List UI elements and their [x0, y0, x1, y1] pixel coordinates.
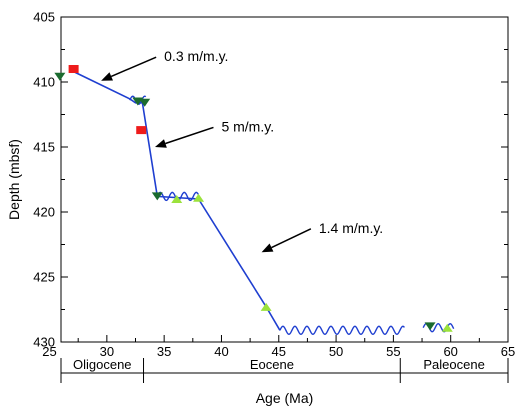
epoch-label: Eocene: [250, 357, 294, 372]
datum-triangle-up: [193, 193, 205, 202]
rate-annotation: 1.4 m/m.y.: [319, 220, 383, 236]
epoch-scale: Oligocene Eocene Paleocene: [60, 357, 509, 383]
y-tick-label: 410: [33, 75, 55, 90]
datum-square: [136, 126, 147, 135]
x-axis: 25 30 35 40 45 50 55 60 65: [42, 335, 515, 359]
x-tick-label: 60: [443, 344, 457, 359]
x-tick-label: 30: [100, 344, 114, 359]
x-tick-label: 50: [329, 344, 343, 359]
hiatus-wave: [279, 325, 405, 336]
y-axis-label: Depth (mbsf): [6, 139, 22, 220]
datum-triangle-up: [171, 195, 183, 203]
datum-triangle-down: [424, 322, 436, 331]
annotation-arrow-line: [110, 56, 157, 78]
x-tick-label: 40: [214, 344, 228, 359]
y-tick-label: 420: [33, 205, 55, 220]
annotation-layer: 0.3 m/m.y. 5 m/m.y. 1.4 m/m.y.: [101, 48, 383, 253]
x-tick-label: 65: [501, 344, 515, 359]
x-tick-label: 35: [157, 344, 171, 359]
datum-triangle-down: [151, 192, 163, 201]
datum-triangle-up: [441, 323, 453, 332]
annotation-arrowhead: [261, 243, 274, 253]
epoch-label: Paleocene: [423, 357, 484, 372]
y-tick-label: 425: [33, 270, 55, 285]
rate-annotation: 5 m/m.y.: [221, 118, 274, 134]
age-model-layer: [73, 70, 281, 331]
y-tick-label: 405: [33, 10, 55, 25]
rate-annotation: 0.3 m/m.y.: [164, 48, 228, 64]
datum-triangle-down: [139, 98, 151, 107]
x-axis-label: Age (Ma): [256, 390, 314, 406]
plot-area: [60, 16, 509, 343]
datum-square: [68, 65, 79, 73]
y-axis: 405 410 415 420 425 430: [33, 10, 508, 350]
epoch-label: Oligocene: [73, 357, 132, 372]
datum-triangle-up: [260, 302, 272, 311]
annotation-arrow-line: [271, 228, 312, 249]
x-tick-label: 25: [42, 344, 56, 359]
annotation-arrow-line: [165, 126, 214, 145]
x-tick-label: 55: [386, 344, 400, 359]
age-model-line: [73, 70, 281, 331]
datum-marker-layer: [54, 65, 453, 332]
annotation-arrowhead: [101, 72, 113, 81]
x-tick-label: 45: [272, 344, 286, 359]
datum-triangle-down: [54, 72, 66, 81]
annotation-arrowhead: [154, 139, 167, 148]
hiatus-layer: [129, 95, 455, 336]
y-tick-label: 430: [33, 335, 55, 350]
y-tick-label: 415: [33, 140, 55, 155]
